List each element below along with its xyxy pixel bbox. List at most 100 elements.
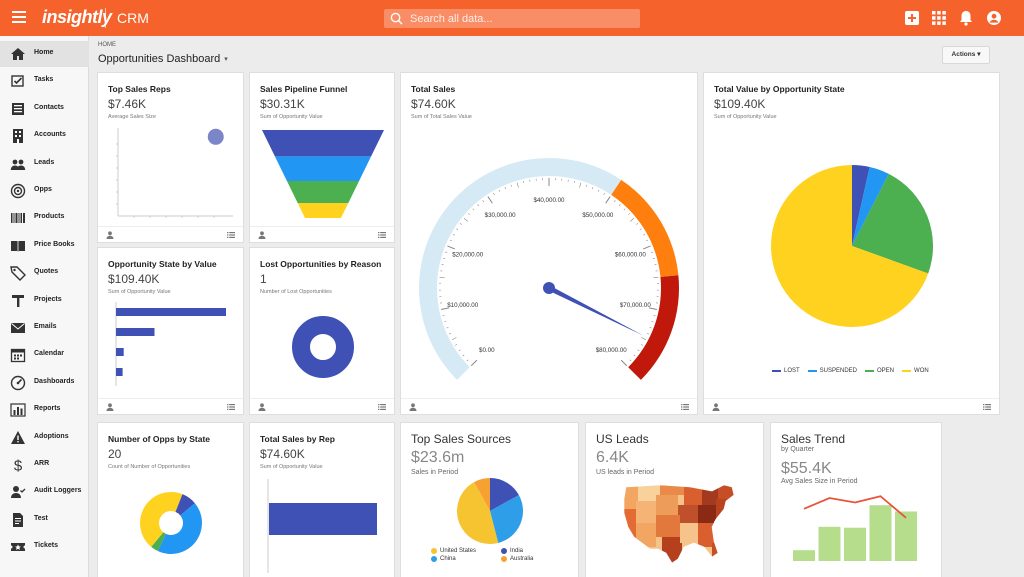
gauge-tick — [472, 208, 475, 211]
bar-5 — [895, 511, 917, 561]
page-title: Opportunities Dashboard — [98, 53, 221, 65]
gauge-tick — [603, 192, 605, 195]
legend-item-won[interactable]: WON — [902, 368, 929, 374]
card-subtitle: Avg Sales Size in Period — [781, 478, 858, 485]
user-profile-icon[interactable] — [986, 10, 1002, 26]
gauge-tick — [447, 245, 455, 250]
card-value: 1 — [260, 272, 267, 286]
sidebar-item-tickets[interactable]: Tickets — [0, 534, 89, 560]
home-icon — [11, 48, 25, 60]
actions-button[interactable]: Actions ▾ — [942, 46, 990, 64]
sidebar-item-label: Tickets — [34, 542, 58, 550]
bar-chart — [267, 479, 377, 573]
legend-item-open[interactable]: OPEN — [865, 368, 894, 374]
sidebar-item-products[interactable]: Products — [0, 205, 89, 231]
sidebar-item-leads[interactable]: Leads — [0, 151, 89, 177]
bar-chart — [115, 302, 226, 386]
sidebar-item-label: Contacts — [34, 103, 64, 111]
apps-grid-icon[interactable] — [931, 10, 947, 26]
hamburger-menu-icon[interactable] — [12, 11, 26, 23]
legend-item-china[interactable]: China — [431, 556, 493, 562]
card-title: Total Sales by Rep — [260, 434, 335, 444]
donut-chart — [292, 316, 354, 378]
legend-item-australia[interactable]: Australia — [501, 556, 553, 562]
gauge-band-2 — [611, 179, 679, 278]
legend-swatch — [501, 548, 507, 554]
gauge-tick — [443, 257, 446, 259]
sidebar-item-label: Opps — [34, 186, 52, 193]
card-subtitle: US leads in Period — [596, 469, 654, 476]
gauge-tick — [637, 349, 640, 352]
sidebar-item-audit-loggers[interactable]: Audit Loggers — [0, 479, 89, 505]
legend-item-india[interactable]: India — [501, 548, 553, 554]
gauge-tick-label: $60,000.00 — [615, 251, 647, 258]
list-view-icon[interactable] — [681, 404, 689, 410]
logo[interactable]: insightly — [42, 7, 112, 27]
gauge-tick — [466, 359, 469, 362]
card-footer — [98, 398, 243, 414]
legend-label: WON — [914, 368, 929, 374]
gauge-tick — [444, 321, 447, 323]
sidebar-item-adoptions[interactable]: Adoptions — [0, 425, 89, 451]
gauge-tick — [449, 239, 452, 242]
gauge-tick — [455, 344, 458, 346]
gauge-tick — [639, 228, 642, 231]
add-icon[interactable] — [904, 10, 920, 26]
sidebar-item-quotes[interactable]: Quotes — [0, 260, 89, 286]
breadcrumb[interactable]: HOME — [98, 42, 116, 48]
sidebar-item-reports[interactable]: Reports — [0, 397, 89, 423]
gauge-tick — [482, 200, 485, 203]
sidebar-item-test[interactable]: Test — [0, 507, 89, 533]
sidebar-item-label: Home — [34, 49, 54, 56]
list-view-icon[interactable] — [378, 232, 386, 238]
sidebar-item-home[interactable]: Home — [0, 41, 89, 67]
funnel-stage-2 — [274, 156, 372, 182]
sidebar-item-contacts[interactable]: Contacts — [0, 96, 89, 122]
sidebar-item-dashboards[interactable]: Dashboards — [0, 370, 89, 396]
sidebar-item-arr[interactable]: $ ARR — [0, 452, 89, 478]
card-period: by Quarter — [781, 446, 815, 453]
dashboard-selector[interactable]: Opportunities Dashboard ▾ — [98, 53, 228, 65]
contacts-icon — [12, 102, 24, 115]
tag-icon — [10, 266, 26, 282]
notifications-bell-icon[interactable] — [958, 10, 974, 26]
actions-label: Actions — [951, 51, 976, 58]
document-icon — [13, 512, 23, 527]
card-subtitle: Sum of Opportunity Value — [260, 114, 323, 120]
sidebar-item-emails[interactable]: Emails — [0, 315, 89, 341]
list-view-icon[interactable] — [983, 404, 991, 410]
chart-legend: LOST SUSPENDED OPEN WON — [772, 368, 937, 374]
list-view-icon[interactable] — [378, 404, 386, 410]
legend-item-lost[interactable]: LOST — [772, 368, 800, 374]
donut-slice-2 — [151, 532, 166, 552]
sidebar-item-calendar[interactable]: Calendar — [0, 342, 89, 368]
card-subtitle: Average Sales Size — [108, 114, 156, 120]
card-title: Sales Pipeline Funnel — [260, 84, 348, 94]
chart-legend: United States India China Australia — [431, 548, 561, 562]
sidebar-item-tasks[interactable]: Tasks — [0, 68, 89, 94]
ticket-icon — [11, 543, 25, 552]
gauge-tick — [636, 223, 639, 225]
search-input[interactable] — [410, 9, 632, 28]
gauge-tick — [470, 359, 478, 367]
pie-slice-australia — [474, 478, 490, 511]
search-box[interactable] — [384, 9, 640, 28]
legend-item-suspended[interactable]: SUSPENDED — [807, 368, 857, 374]
card-title: Sales Trend — [781, 432, 846, 446]
legend-item-united-states[interactable]: United States — [431, 548, 493, 554]
sidebar-item-accounts[interactable]: Accounts — [0, 123, 89, 149]
gauge-tick — [510, 184, 512, 187]
sidebar-item-projects[interactable]: Projects — [0, 288, 89, 314]
sidebar-item-label: Products — [34, 213, 65, 221]
card-us-leads: US Leads 6.4K US leads in Period — [585, 422, 764, 577]
list-view-icon[interactable] — [227, 404, 235, 410]
pie-slice-suspended — [852, 166, 889, 246]
sidebar-item-opps[interactable]: Opps — [0, 178, 89, 204]
sidebar-item-price-books[interactable]: Price Books — [0, 233, 89, 259]
legend-swatch — [772, 370, 781, 372]
list-view-icon[interactable] — [227, 232, 235, 238]
card-footer — [98, 226, 243, 242]
card-subtitle: Sum of Opportunity Value — [260, 464, 323, 470]
gauge-tick — [456, 228, 459, 231]
gauge-tick — [477, 204, 480, 207]
